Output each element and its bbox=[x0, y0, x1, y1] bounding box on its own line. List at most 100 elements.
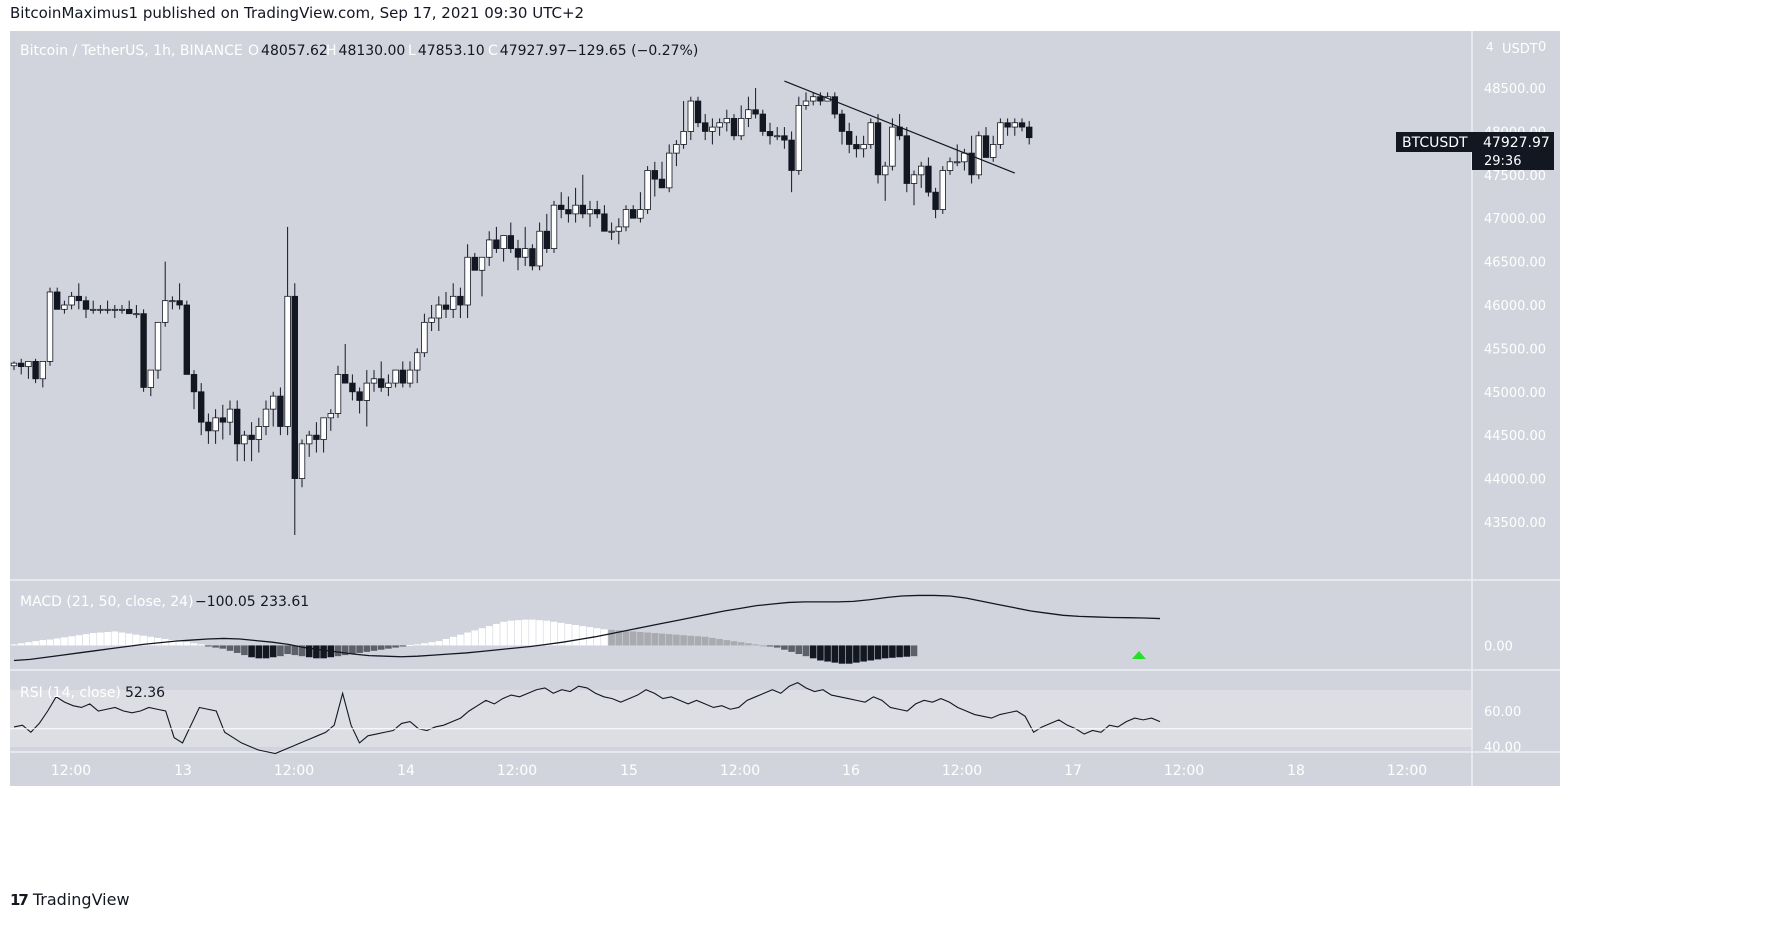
rsi-group bbox=[10, 682, 1472, 755]
macd-bar bbox=[529, 619, 536, 646]
macd-bar bbox=[442, 638, 450, 646]
candle-body bbox=[968, 152, 975, 176]
macd-bar bbox=[759, 645, 767, 647]
macd-bar bbox=[262, 645, 270, 659]
macd-bar bbox=[867, 645, 875, 661]
macd-bar bbox=[298, 645, 306, 657]
macd-bar bbox=[788, 645, 795, 652]
candle-body bbox=[449, 295, 457, 310]
candle-body bbox=[68, 295, 75, 306]
macd-bar bbox=[673, 634, 680, 646]
candle-body bbox=[730, 118, 738, 137]
price-tick-label: 43500.00 bbox=[1484, 516, 1546, 531]
candle-body bbox=[716, 122, 723, 128]
candle-body bbox=[644, 170, 651, 210]
candle-body bbox=[320, 417, 327, 440]
footer-brand[interactable]: TradingView bbox=[32, 890, 130, 909]
macd-bar bbox=[889, 645, 896, 658]
macd-bar bbox=[75, 635, 83, 646]
macd-bar bbox=[478, 628, 486, 646]
macd-bar bbox=[601, 629, 608, 646]
candle-body bbox=[75, 295, 82, 302]
candle-body bbox=[327, 413, 334, 419]
candle-body bbox=[291, 295, 298, 479]
macd-group bbox=[10, 594, 1161, 664]
candle-body bbox=[853, 144, 860, 150]
macd-bar bbox=[291, 645, 299, 656]
macd-bar bbox=[219, 645, 227, 649]
candle-body bbox=[889, 126, 896, 167]
macd-bar bbox=[817, 645, 824, 661]
macd-bar bbox=[435, 641, 443, 646]
macd-bar bbox=[111, 631, 119, 646]
macd-bar bbox=[464, 632, 471, 646]
candle-body bbox=[788, 139, 795, 171]
candle-body bbox=[406, 369, 414, 384]
macd-bar bbox=[248, 645, 255, 658]
candle-body bbox=[248, 434, 255, 440]
macd-bar bbox=[608, 629, 615, 646]
candle-body bbox=[687, 100, 694, 132]
candle-body bbox=[54, 291, 61, 310]
macd-bar bbox=[421, 643, 428, 646]
candle-body bbox=[385, 382, 392, 388]
candle-body bbox=[990, 144, 997, 158]
macd-bar bbox=[903, 645, 911, 657]
candle-body bbox=[485, 239, 493, 258]
candle-body bbox=[25, 361, 32, 368]
macd-bar bbox=[255, 645, 263, 659]
chart-svg[interactable]: 43500.00 44000.00 44500.00 45000.00 45500.00… bbox=[0, 0, 1768, 880]
macd-bar bbox=[284, 645, 291, 655]
candle-body bbox=[543, 230, 550, 249]
macd-tick-label: 0.00 bbox=[1484, 639, 1513, 654]
candle-body bbox=[39, 361, 46, 380]
svg-text:Bitcoin / TetherUS, 1h, BINANC: Bitcoin / TetherUS, 1h, BINANCE bbox=[20, 43, 243, 59]
candle-body bbox=[370, 378, 378, 384]
macd-bar bbox=[104, 631, 111, 646]
legend-open: 48057.62 bbox=[261, 43, 328, 59]
candle-body bbox=[637, 209, 644, 219]
macd-bar bbox=[140, 635, 147, 646]
legend-close-label: C bbox=[488, 43, 498, 59]
tradingview-logo-icon: 17 bbox=[10, 890, 29, 909]
candle-body bbox=[795, 104, 802, 171]
candle-body bbox=[694, 100, 702, 124]
candle-body bbox=[615, 226, 622, 232]
candle-body bbox=[630, 209, 637, 219]
candle-body bbox=[241, 434, 248, 445]
price-tick-label: 44500.00 bbox=[1484, 429, 1546, 444]
macd-bar bbox=[370, 645, 378, 651]
candle-body bbox=[1004, 122, 1011, 128]
macd-label: MACD (21, 50, close, 24) bbox=[20, 594, 194, 610]
macd-bar bbox=[406, 644, 414, 646]
legend-change: −129.65 (−0.27%) bbox=[566, 43, 698, 59]
macd-bar bbox=[154, 637, 162, 646]
candle-body bbox=[17, 362, 25, 368]
time-tick-label: 12:00 bbox=[1164, 763, 1204, 779]
rsi-tick-label: 60.00 bbox=[1484, 705, 1521, 720]
rsi-label: RSI (14, close) bbox=[20, 685, 121, 701]
candle-body bbox=[745, 109, 752, 119]
macd-bar bbox=[500, 621, 507, 646]
price-tag-bg bbox=[1472, 132, 1554, 170]
candle-body bbox=[961, 152, 968, 163]
candle-body bbox=[1026, 126, 1033, 139]
macd-bar bbox=[97, 632, 104, 646]
macd-bar bbox=[795, 645, 803, 655]
candle-body bbox=[932, 191, 939, 210]
candle-body bbox=[846, 131, 853, 145]
macd-bar bbox=[385, 645, 392, 649]
candle-body bbox=[190, 374, 198, 393]
candle-body bbox=[997, 122, 1004, 145]
candle-body bbox=[111, 308, 118, 311]
candle-body bbox=[169, 300, 176, 303]
price-tag-countdown: 29:36 bbox=[1484, 154, 1521, 169]
candle-body bbox=[262, 408, 270, 427]
candle-body bbox=[305, 434, 313, 445]
candle-body bbox=[298, 443, 306, 479]
candle-body bbox=[90, 308, 97, 311]
macd-bar bbox=[413, 644, 421, 646]
